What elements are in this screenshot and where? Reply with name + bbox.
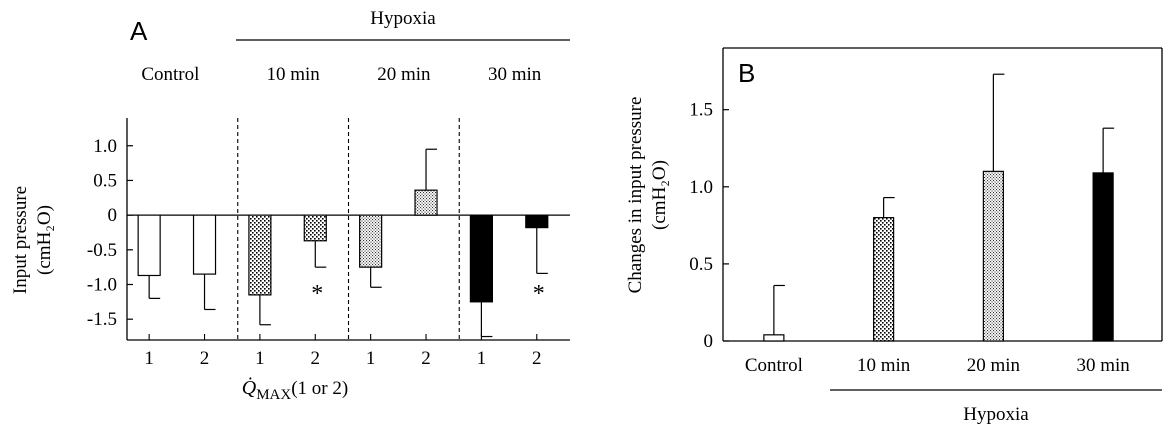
panel-b-hypoxia-label: Hypoxia <box>963 404 1029 425</box>
panel-a-y-axis-title: Input pressure (cmH₂O) <box>10 186 55 294</box>
panel-b-x-tick-label: 10 min <box>857 355 911 376</box>
panel-a-x-tick-label: 2 <box>200 348 210 369</box>
panel-a-x-tick-label: 2 <box>311 348 321 369</box>
panel-a-bar <box>525 214 549 229</box>
panel-a-hypoxia-label: Hypoxia <box>370 8 436 29</box>
panel-b-y-tick-label: 0 <box>704 331 714 352</box>
panel-a-y-axis-label: Input pressure <box>10 186 31 294</box>
panel-a-x-tick-label: 1 <box>477 348 487 369</box>
panel-a-y-tick-label: -1.5 <box>87 309 117 330</box>
panel-b-y-axis-label: Changes in input pressure <box>625 97 646 294</box>
panel-b-bar <box>873 217 895 342</box>
panel-a-y-tick-label: -1.0 <box>87 275 117 296</box>
panel-a-group-label: 30 min <box>488 64 542 85</box>
panel-a-x-tick-label: 1 <box>255 348 265 369</box>
panel-b-bar <box>1092 172 1114 342</box>
panel-a-x-axis-title-main: Q̇ <box>242 376 257 399</box>
panel-a-y-tick-label: 0 <box>108 205 118 226</box>
panel-a-group-label: Control <box>141 64 199 85</box>
panel-b-y-tick-label: 0.5 <box>689 254 713 275</box>
panel-b-y-tick-label: 1.0 <box>689 177 713 198</box>
panel-a-x-tick-label: 2 <box>532 348 542 369</box>
panel-a-letter: A <box>130 16 148 46</box>
panel-a-bar <box>137 214 161 277</box>
panel-a-x-axis-title-sub: MAX <box>256 387 291 403</box>
panel-a-y-tick-label: -0.5 <box>87 240 117 261</box>
panel-a-bar <box>248 214 272 296</box>
panel-b-x-tick-label: 20 min <box>967 355 1021 376</box>
panel-b-y-tick-label: 1.5 <box>689 100 713 121</box>
panel-b-bar <box>763 334 785 342</box>
panel-b-letter: B <box>738 58 755 88</box>
panel-a-group-label: 20 min <box>377 64 431 85</box>
panel-a-y-tick-label: 1.0 <box>93 136 117 157</box>
panel-a-significance-star: * <box>533 281 545 307</box>
panel-a-bar <box>359 214 383 268</box>
panel-b-y-axis-title: Changes in input pressure (cmH₂O) <box>625 97 670 294</box>
panel-a-bar <box>469 214 493 303</box>
panel-a-y-tick-label: 0.5 <box>93 170 117 191</box>
svg-text:Q̇MAX(1 or 2): Q̇MAX(1 or 2) <box>242 376 348 403</box>
panel-a-significance-star: * <box>311 281 323 307</box>
panel-a-y-axis-unit: (cmH₂O) <box>34 205 55 275</box>
panel-a-x-tick-label: 1 <box>144 348 154 369</box>
panel-b-x-tick-label: Control <box>745 355 803 376</box>
panel-a-bar <box>192 214 217 275</box>
panel-a-x-axis-title: Q̇MAX(1 or 2) <box>242 376 348 403</box>
panel-b-x-tick-label: 30 min <box>1076 355 1130 376</box>
panel-b-bar <box>982 170 1004 342</box>
panel-b: B 0 0.5 1.0 1.5 Control 10 min 20 min 30 min Hy… <box>625 47 1163 425</box>
panel-a: A Hypoxia Control 10 min 20 min 30 min 1.0 0… <box>10 8 570 403</box>
panel-a-x-tick-label: 2 <box>421 348 431 369</box>
panel-a-bar <box>414 189 438 216</box>
panel-b-y-axis-unit: (cmH₂O) <box>649 160 670 230</box>
panel-a-group-label: 10 min <box>266 64 320 85</box>
panel-a-bar <box>303 214 327 242</box>
panel-a-x-tick-label: 1 <box>366 348 376 369</box>
panel-a-x-axis-title-suffix: (1 or 2) <box>291 378 348 399</box>
